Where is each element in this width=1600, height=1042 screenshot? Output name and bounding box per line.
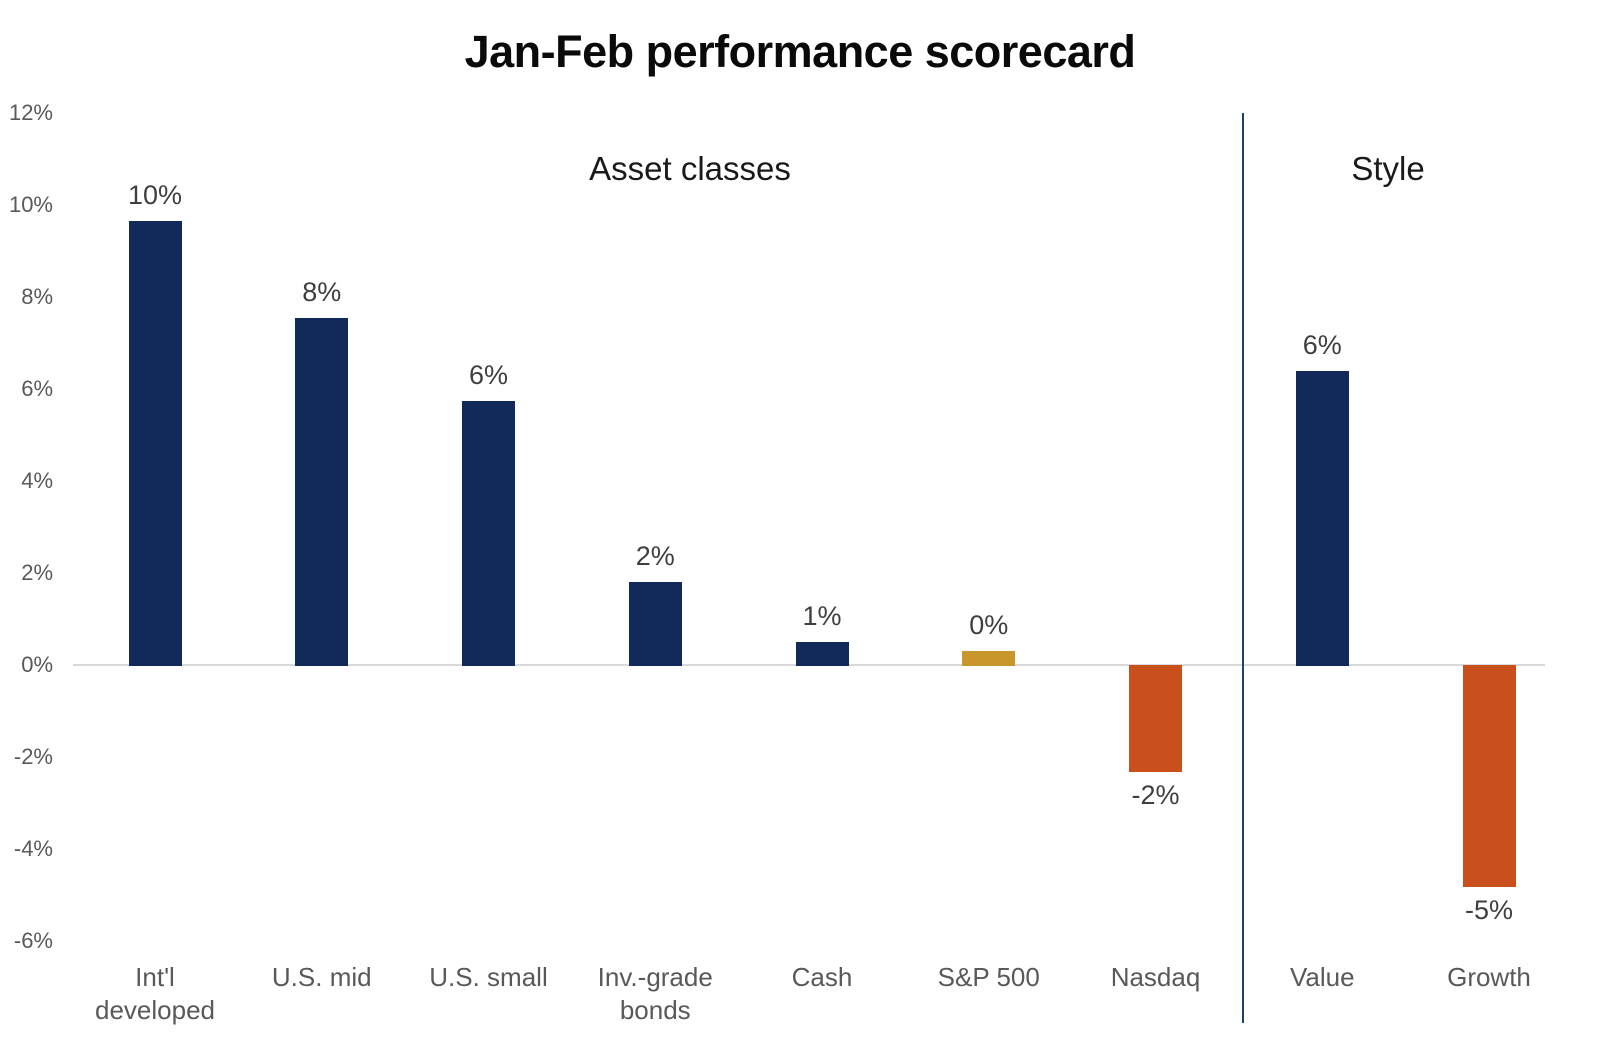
category-label-value: Value: [1290, 961, 1355, 994]
category-label-line: U.S. small: [429, 962, 548, 992]
category-label-us-small: U.S. small: [429, 961, 547, 994]
category-label-line: Growth: [1447, 962, 1531, 992]
chart-title: Jan-Feb performance scorecard: [464, 26, 1136, 77]
value-label-nasdaq: -2%: [1131, 779, 1180, 810]
section-divider-line: [1242, 113, 1244, 1023]
category-label-us-mid: U.S. mid: [272, 961, 372, 994]
category-label-line: developed: [95, 995, 215, 1025]
y-axis-tick-label: 10%: [8, 192, 53, 217]
value-label-growth: -5%: [1464, 894, 1513, 925]
bar-us-mid: [295, 317, 349, 666]
bar-sp-500: [962, 651, 1016, 666]
category-label-growth: Growth: [1447, 961, 1531, 994]
category-label-line: S&P 500: [937, 962, 1040, 992]
y-axis-tick-label: 2%: [21, 560, 53, 585]
y-axis-tick-label: 8%: [21, 284, 53, 309]
category-label-line: Inv.-grade: [597, 962, 713, 992]
bar-nasdaq: [1129, 665, 1182, 772]
value-label-us-mid: 8%: [302, 276, 342, 307]
bar-cash: [795, 642, 849, 666]
category-label-cash: Cash: [792, 961, 853, 994]
bar-growth: [1462, 665, 1516, 887]
category-label-line: Cash: [791, 962, 853, 992]
y-axis-tick-label: -4%: [13, 836, 53, 861]
category-label-nasdaq: Nasdaq: [1111, 961, 1201, 994]
y-axis-tick-label: 12%: [8, 100, 53, 125]
category-label-line: Nasdaq: [1110, 962, 1201, 992]
value-label-us-small: 6%: [468, 359, 509, 390]
section-label-style: Style: [1351, 150, 1425, 187]
category-label-line: U.S. mid: [271, 962, 372, 992]
y-axis-tick-label: 0%: [21, 652, 53, 677]
section-label-asset-classes: Asset classes: [589, 150, 791, 187]
y-axis-tick-label: 4%: [21, 468, 53, 493]
category-label-inv-grade-bonds: Inv.-grade bonds: [598, 961, 713, 1027]
value-label-intl-developed: 10%: [127, 180, 183, 211]
category-label-line: Value: [1289, 962, 1355, 992]
category-label-line: bonds: [619, 995, 691, 1025]
value-label-inv-grade-bonds: 2%: [635, 541, 675, 572]
bar-intl-developed: [128, 221, 182, 666]
bar-value: [1295, 370, 1349, 666]
y-axis-tick-label: 6%: [21, 376, 53, 401]
y-axis-tick-label: -2%: [13, 744, 53, 769]
category-label-sp-500: S&P 500: [938, 961, 1040, 994]
category-label-intl-developed: Int'l developed: [95, 961, 215, 1027]
value-label-cash: 1%: [802, 601, 842, 631]
bar-inv-grade-bonds: [628, 582, 682, 666]
y-axis-tick-label: -6%: [13, 928, 53, 953]
bar-us-small: [462, 400, 515, 666]
value-label-sp-500: 0%: [969, 610, 1009, 641]
category-label-line: Int'l: [135, 962, 175, 992]
value-label-value: 6%: [1302, 329, 1342, 360]
